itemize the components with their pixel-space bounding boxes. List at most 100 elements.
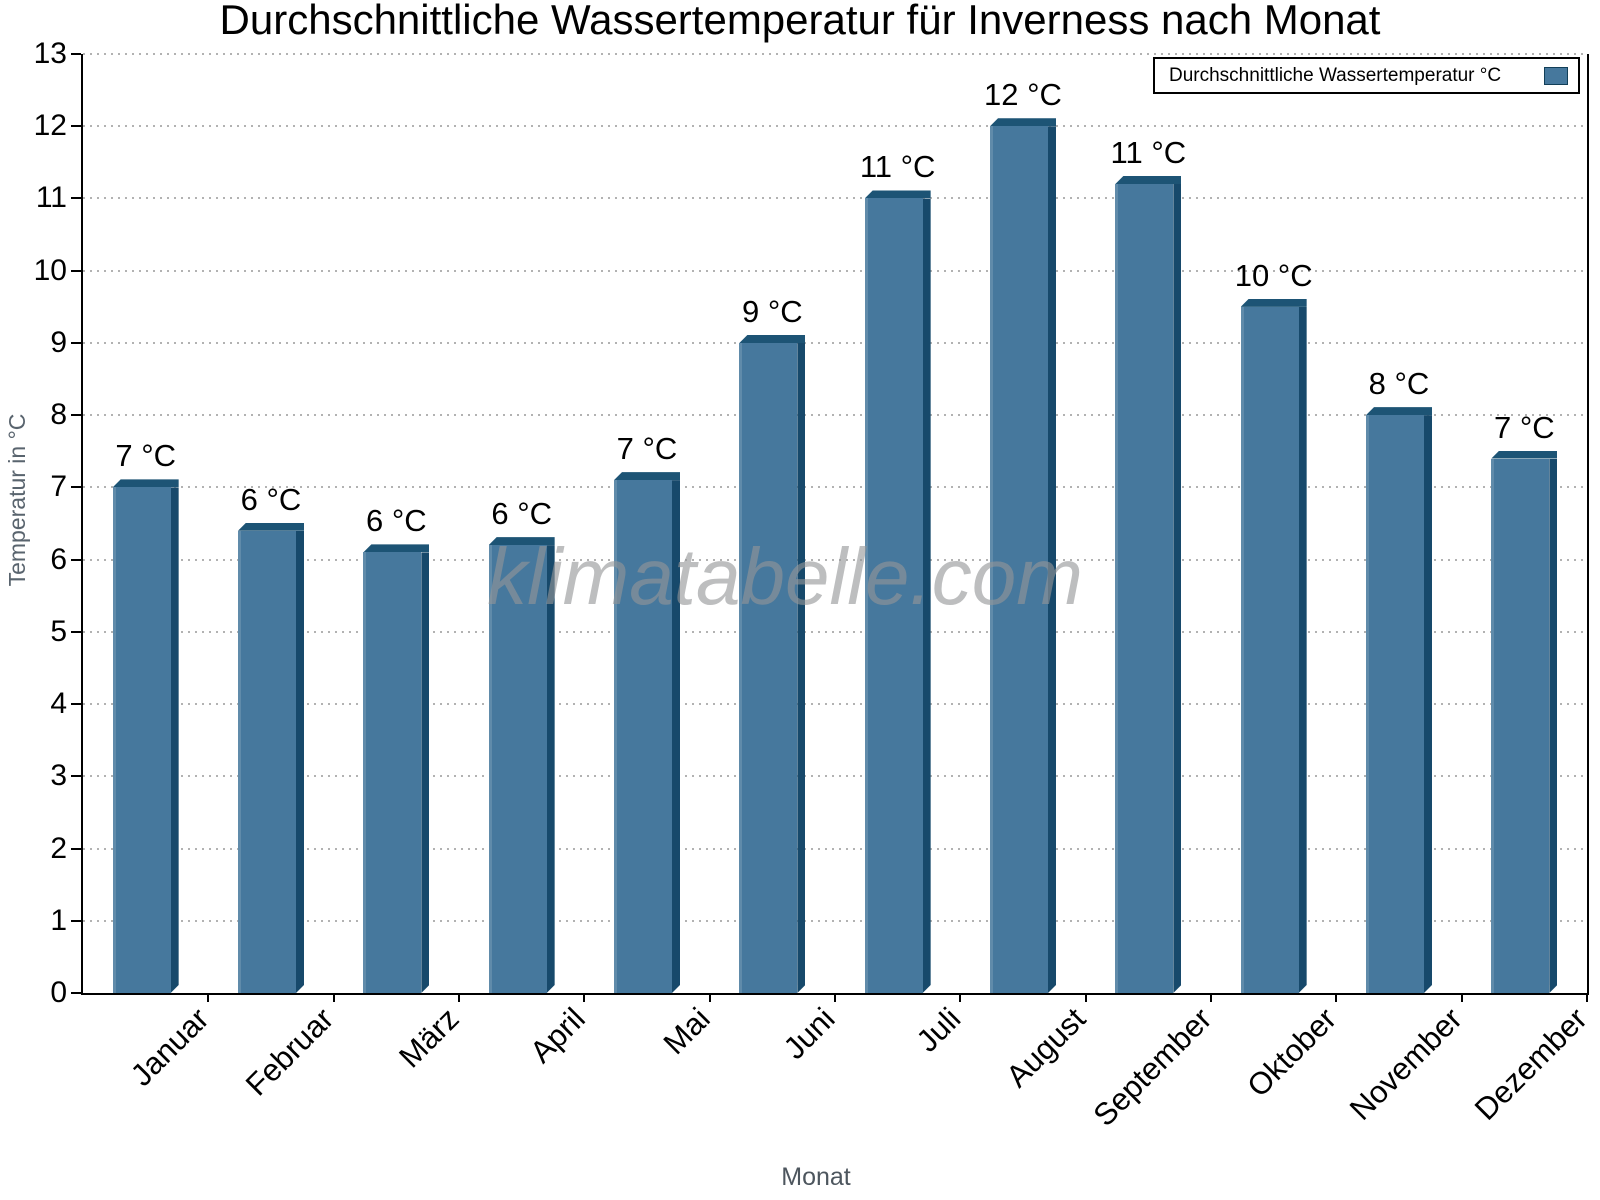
bar-cap xyxy=(864,190,931,199)
bar-value-label: 11 °C xyxy=(1110,135,1187,171)
bar-cap xyxy=(363,544,430,553)
gridline xyxy=(83,703,1587,706)
y-tick xyxy=(71,414,81,417)
bar-value-label: 6 °C xyxy=(491,496,552,532)
bar-face xyxy=(1491,458,1550,993)
x-tick-label: August xyxy=(999,1001,1093,1094)
y-tick xyxy=(71,341,81,344)
bar-side xyxy=(672,480,680,993)
bar-value-label: 10 °C xyxy=(1234,257,1313,293)
x-tick xyxy=(834,993,836,1002)
x-tick-label: November xyxy=(1342,1001,1469,1127)
bar-side xyxy=(1299,307,1307,993)
bar-value-label: 7 °C xyxy=(115,438,176,474)
bar-value-label: 7 °C xyxy=(1494,409,1555,445)
y-tick xyxy=(71,847,81,850)
bar-mai: 7 °C xyxy=(614,431,680,993)
bar-side xyxy=(296,531,304,993)
bar-value-label: 8 °C xyxy=(1368,366,1430,402)
y-tick-label: 5 xyxy=(50,614,67,648)
bar-cap xyxy=(990,118,1056,127)
bar-märz: 6 °C xyxy=(363,503,430,993)
legend-swatch-icon xyxy=(1544,66,1568,85)
y-tick xyxy=(71,197,81,200)
x-tick xyxy=(332,993,335,1002)
y-tick xyxy=(71,53,81,55)
y-tick xyxy=(71,125,81,128)
y-tick-label: 10 xyxy=(33,253,67,287)
bar-face xyxy=(739,342,798,993)
x-tick xyxy=(458,993,460,1002)
bar-face xyxy=(238,530,296,993)
gridline xyxy=(83,775,1587,778)
y-tick xyxy=(71,703,81,706)
x-tick-label: Oktober xyxy=(1240,1001,1344,1104)
y-tick xyxy=(71,992,81,994)
bar-side xyxy=(1424,415,1432,993)
y-tick-label: 13 xyxy=(33,37,67,70)
y-tick xyxy=(71,269,81,272)
x-axis-title: Monat xyxy=(781,1163,851,1191)
gridline xyxy=(83,53,1587,55)
bar-cap xyxy=(614,472,680,481)
bar-value-label: 7 °C xyxy=(616,431,678,467)
plot-area: 0 1 2 3 4 5 6 7 8 9 10 11 12 13 7 °C 6 °C 6 °C 6 °C 7 °C 9 … xyxy=(34,37,1594,1133)
y-tick-label: 1 xyxy=(50,903,67,937)
bar-value-label: 6 °C xyxy=(366,503,427,539)
x-tick xyxy=(708,993,711,1002)
bar-side xyxy=(421,552,429,993)
x-tick-label: Dezember xyxy=(1468,1001,1595,1127)
bar-dezember: 7 °C xyxy=(1491,410,1558,994)
x-tick xyxy=(583,993,586,1002)
bar-side xyxy=(1173,184,1181,993)
y-tick xyxy=(71,558,81,561)
y-tick-label: 12 xyxy=(33,109,67,143)
bar-cap xyxy=(112,479,179,488)
y-tick xyxy=(71,919,81,922)
bar-face xyxy=(488,545,547,993)
gridline xyxy=(83,341,1587,344)
x-tick xyxy=(1084,993,1087,1002)
bar-cap xyxy=(739,334,806,343)
x-tick-label: Mai xyxy=(656,1001,717,1062)
y-tick-label: 3 xyxy=(50,759,67,793)
gridline xyxy=(83,558,1587,561)
bar-oktober: 10 °C xyxy=(1235,258,1313,993)
bar-side xyxy=(1549,459,1557,994)
bar-juli: 11 °C xyxy=(860,149,935,993)
bar-november: 8 °C xyxy=(1366,366,1432,993)
y-tick-label: 4 xyxy=(50,687,67,721)
x-tick xyxy=(1460,993,1463,1002)
y-tick-label: 2 xyxy=(50,831,67,865)
bar-februar: 6 °C xyxy=(238,482,304,993)
gridline xyxy=(83,414,1587,417)
x-tick xyxy=(1586,993,1588,1002)
bar-april: 6 °C xyxy=(488,496,555,993)
bar-value-label: 12 °C xyxy=(984,77,1062,113)
bar-value-label: 9 °C xyxy=(742,293,803,329)
x-tick-label: Januar xyxy=(123,1001,216,1093)
bar-face xyxy=(614,480,672,993)
gridline xyxy=(83,919,1587,922)
legend[interactable]: Durchschnittliche Wassertemperatur °C xyxy=(1153,57,1580,94)
bar-side xyxy=(1048,126,1056,993)
y-tick-label: 11 xyxy=(35,181,67,215)
bar-face xyxy=(112,487,171,993)
y-tick-label: 9 xyxy=(50,325,67,359)
gridline xyxy=(83,847,1587,850)
y-tick-label: 7 xyxy=(50,470,67,504)
bar-cap xyxy=(488,537,555,546)
gridline xyxy=(83,630,1587,633)
bar-value-label: 6 °C xyxy=(240,481,302,517)
chart-title: Durchschnittliche Wassertemperatur für I… xyxy=(219,0,1381,43)
bar-september: 11 °C xyxy=(1111,135,1186,993)
bar-side xyxy=(547,545,555,993)
y-tick-label: 0 xyxy=(50,976,67,1009)
y-tick-label: 6 xyxy=(50,542,67,576)
bar-juni: 9 °C xyxy=(739,294,806,993)
x-tick-label: Juli xyxy=(909,1001,968,1059)
x-tick xyxy=(207,993,210,1002)
x-tick-label: März xyxy=(392,1001,467,1075)
gridline xyxy=(83,125,1587,128)
